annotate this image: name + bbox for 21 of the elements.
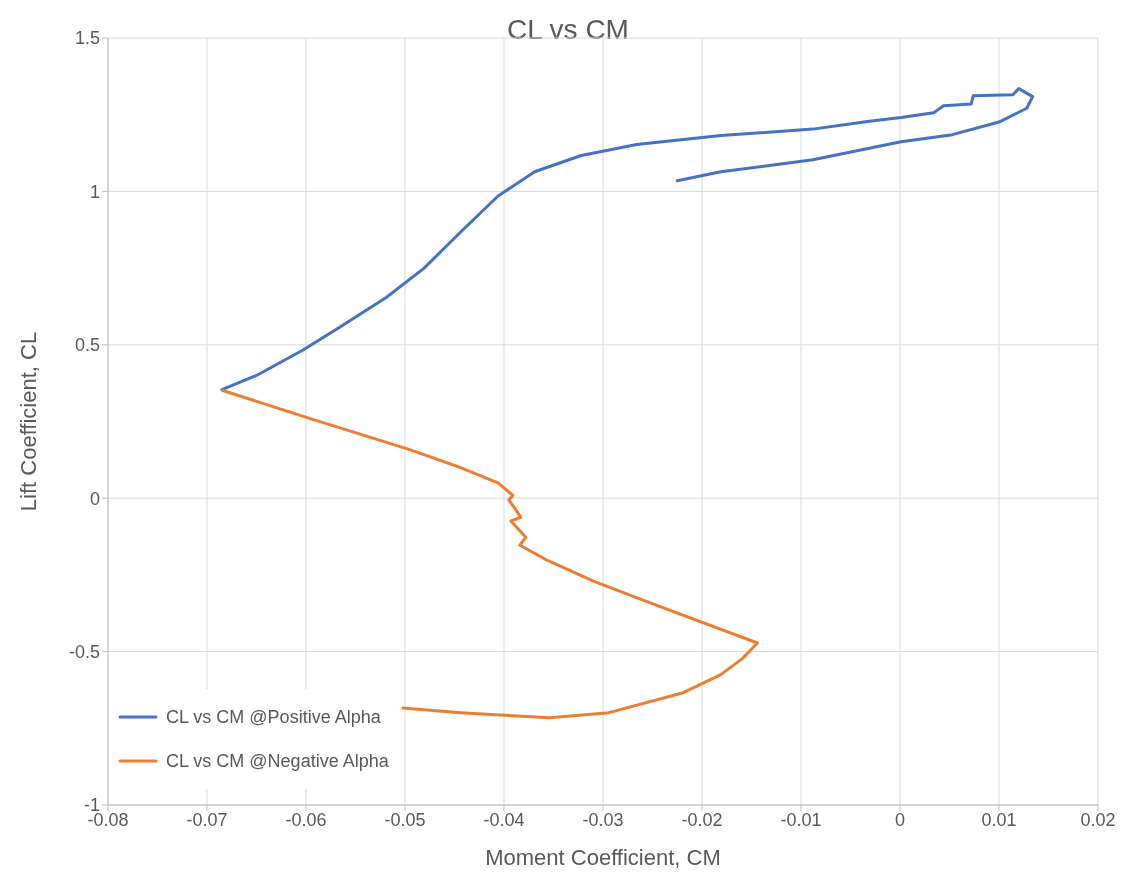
legend-label: CL vs CM @Negative Alpha xyxy=(166,750,389,773)
y-tick-label: 0 xyxy=(89,488,100,509)
x-tick-label: -0.06 xyxy=(285,809,327,830)
y-tick-label: 1 xyxy=(89,181,100,202)
x-tick-label: -0.05 xyxy=(384,809,426,830)
chart-title: CL vs CM xyxy=(507,14,629,45)
x-tick-label: 0 xyxy=(894,809,906,830)
y-tick-label: -0.5 xyxy=(68,641,100,662)
x-tick-label: -0.03 xyxy=(582,809,624,830)
x-tick-label: -0.01 xyxy=(780,809,822,830)
y-tick-label: 0.5 xyxy=(74,335,100,356)
x-tick-label: 0.02 xyxy=(1080,809,1116,830)
x-tick-label: 0.01 xyxy=(981,809,1017,830)
x-axis-title: Moment Coefficient, CM xyxy=(485,845,721,870)
y-tick-label: 1.5 xyxy=(74,28,100,49)
x-tick-label: -0.02 xyxy=(681,809,723,830)
line-series xyxy=(220,87,1035,392)
x-tick-label: -0.04 xyxy=(483,809,525,830)
x-tick-label: -0.07 xyxy=(186,809,228,830)
y-axis-title: Lift Coefficient, CL xyxy=(15,331,41,512)
legend-label: CL vs CM @Positive Alpha xyxy=(166,706,381,729)
